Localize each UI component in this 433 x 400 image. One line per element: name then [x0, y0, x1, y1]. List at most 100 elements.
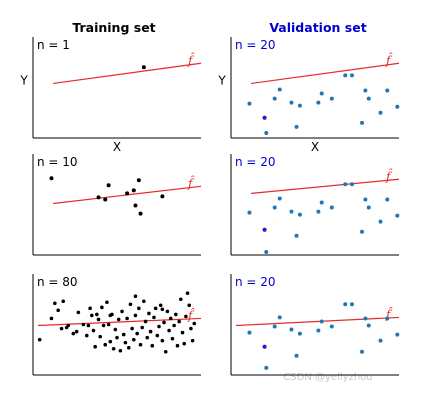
data-point [118, 348, 123, 353]
data-point [360, 229, 365, 234]
y-axis-label: Y [217, 74, 226, 88]
data-point [103, 197, 108, 202]
data-point [147, 311, 151, 316]
data-point [81, 322, 86, 327]
data-point [133, 294, 138, 299]
highlighted-point [262, 227, 267, 232]
data-point [294, 233, 299, 238]
data-point [289, 327, 294, 332]
sample-size-label: n = 20 [235, 275, 276, 289]
data-point [343, 182, 348, 187]
panel-train-1: f̂ n = 1 X Y [19, 37, 202, 154]
data-point [316, 328, 321, 333]
data-point [148, 329, 153, 334]
data-point [160, 307, 165, 312]
data-point [140, 325, 144, 330]
data-point [138, 211, 143, 216]
data-point [297, 212, 302, 217]
data-point [101, 323, 106, 328]
data-point [61, 299, 66, 304]
data-point [247, 330, 252, 335]
data-point [175, 343, 180, 348]
data-point [349, 302, 354, 307]
sample-size-label: n = 1 [37, 38, 70, 52]
data-point [145, 335, 150, 340]
fit-label: f̂ [187, 307, 195, 323]
data-point [59, 326, 64, 331]
data-point [349, 182, 354, 187]
fit-line [251, 178, 400, 194]
data-point [182, 341, 186, 346]
panel-train-10: f̂ n = 10 [32, 154, 202, 256]
data-point [120, 309, 124, 314]
data-point [106, 322, 111, 327]
data-point [111, 346, 116, 351]
data-point [152, 315, 156, 320]
data-point [71, 331, 76, 336]
data-point [108, 339, 113, 344]
watermark: CSDN @yellyzhou [283, 372, 372, 383]
data-point [37, 337, 42, 342]
data-point [163, 349, 168, 354]
data-point [385, 197, 390, 202]
data-point [378, 219, 383, 224]
data-point [95, 312, 99, 317]
data-point [123, 340, 128, 345]
data-point [56, 308, 60, 313]
data-point [316, 209, 321, 214]
data-point [106, 183, 111, 188]
panel-train-80: f̂ n = 80 [32, 274, 202, 376]
data-point [167, 328, 171, 333]
data-point [133, 313, 138, 318]
data-point [385, 88, 390, 93]
data-point [126, 345, 131, 350]
data-point [363, 197, 368, 202]
data-point [64, 325, 69, 330]
data-point [91, 328, 96, 333]
data-point [247, 101, 252, 106]
y-axis-label: Y [19, 74, 28, 88]
data-point [160, 338, 165, 343]
data-point [319, 200, 324, 205]
panel-val-80: f̂ n = 20 [230, 274, 400, 376]
sample-size-label: n = 10 [37, 155, 78, 169]
data-point [378, 110, 383, 115]
data-point [343, 302, 348, 307]
data-point [277, 87, 282, 92]
sample-size-label: n = 20 [235, 38, 276, 52]
data-point [329, 324, 334, 329]
highlighted-point [262, 344, 267, 349]
data-point [177, 319, 181, 324]
data-point [143, 319, 148, 324]
data-point [132, 337, 136, 342]
data-point [86, 323, 91, 328]
data-point [141, 65, 146, 70]
data-point [53, 301, 57, 306]
x-axis-label: X [311, 140, 319, 154]
fit-label: f̂ [187, 175, 195, 191]
data-point [165, 309, 170, 314]
data-point [136, 178, 141, 183]
data-point [128, 302, 133, 307]
data-point [142, 299, 146, 304]
data-point [88, 306, 92, 311]
data-point [49, 316, 54, 321]
data-point [277, 196, 282, 201]
data-point [247, 210, 252, 215]
data-point [277, 315, 282, 320]
data-point [366, 323, 371, 328]
fit-label: f̂ [385, 52, 393, 68]
data-point [272, 205, 277, 210]
data-point [395, 104, 400, 109]
data-point [264, 365, 269, 370]
data-point [155, 333, 160, 338]
data-point [76, 310, 81, 315]
data-point [363, 316, 368, 321]
fit-line [251, 62, 400, 85]
validation-set-title: Validation set [269, 20, 366, 35]
data-point [96, 195, 101, 200]
data-point [297, 103, 302, 108]
data-point [360, 349, 365, 354]
fit-label: f̂ [385, 306, 393, 322]
